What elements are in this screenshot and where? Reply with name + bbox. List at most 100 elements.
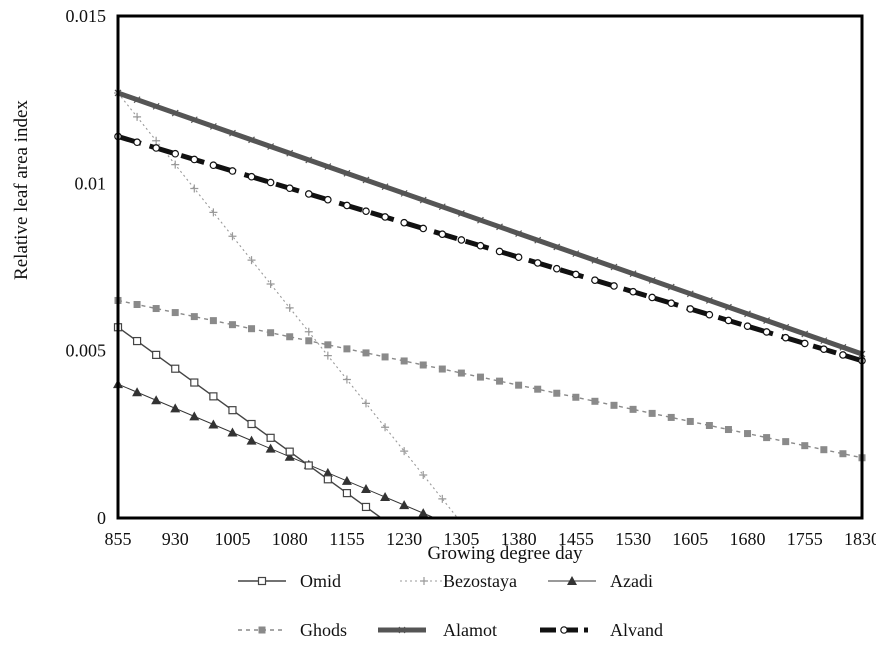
data-point-azadi — [227, 427, 238, 437]
data-point-azadi — [170, 403, 181, 413]
data-point-bezostaya — [438, 494, 447, 503]
data-point-ghods — [286, 333, 294, 341]
data-point-alvand — [247, 172, 256, 181]
data-point-bezostaya — [381, 423, 390, 432]
data-point-omid — [247, 419, 256, 429]
data-point-alamot — [553, 243, 561, 251]
data-point-ghods — [763, 434, 771, 442]
data-point-ghods — [400, 357, 408, 365]
legend-marker-ghods — [258, 626, 266, 634]
data-point-bezostaya — [266, 279, 275, 288]
data-point-alvand — [667, 299, 676, 308]
data-point-ghods — [228, 321, 236, 329]
data-point-alvand — [743, 322, 752, 331]
data-point-ghods — [457, 369, 465, 377]
series-azadi — [113, 379, 435, 519]
data-point-alvand — [686, 305, 695, 313]
data-point-alamot — [820, 337, 828, 345]
data-point-alvand — [610, 282, 618, 290]
data-point-ghods — [629, 405, 637, 413]
data-point-alamot — [782, 323, 790, 331]
data-point-azadi — [341, 475, 352, 485]
data-point-alvand — [648, 293, 656, 302]
legend-item-bezostaya: Bezostaya — [400, 571, 517, 591]
data-point-alvand — [228, 167, 237, 175]
data-point-omid — [323, 475, 332, 484]
legend-item-omid: Omid — [238, 571, 341, 591]
data-point-alamot — [763, 317, 771, 324]
data-point-alamot — [725, 303, 732, 311]
data-point-alamot — [477, 216, 484, 224]
data-point-bezostaya — [419, 471, 428, 480]
data-point-alamot — [801, 330, 809, 338]
data-point-alamot — [629, 270, 637, 278]
data-point-ghods — [820, 446, 828, 454]
data-point-alvand — [266, 178, 275, 187]
data-point-alamot — [648, 276, 656, 284]
data-point-azadi — [208, 419, 219, 429]
data-point-ghods — [515, 381, 523, 389]
data-point-bezostaya — [228, 232, 237, 241]
series-line-alvand — [117, 134, 863, 364]
y-tick-label: 0 — [97, 508, 106, 528]
data-point-ghods — [686, 417, 694, 425]
data-point-ghods — [190, 313, 198, 321]
data-point-alamot — [686, 290, 694, 298]
data-point-ghods — [343, 345, 351, 353]
data-point-alamot — [438, 203, 446, 211]
data-point-ghods — [305, 337, 313, 345]
data-point-alvand — [514, 253, 523, 262]
data-point-ghods — [476, 373, 484, 381]
series-bezostaya — [114, 88, 458, 519]
data-point-bezostaya — [171, 160, 180, 169]
legend-label-alamot: Alamot — [443, 620, 497, 640]
data-point-ghods — [496, 377, 504, 385]
y-tick-label: 0.015 — [66, 6, 107, 26]
data-point-ghods — [667, 413, 675, 421]
legend-marker-omid — [257, 576, 267, 586]
data-point-alamot — [610, 263, 618, 271]
data-point-alvand — [133, 138, 141, 147]
data-point-ghods — [171, 309, 179, 317]
data-point-bezostaya — [133, 112, 142, 121]
data-point-alamot — [591, 256, 599, 264]
data-point-ghods — [572, 393, 580, 401]
data-point-alamot — [705, 297, 713, 304]
data-point-omid — [209, 392, 218, 401]
data-point-ghods — [648, 409, 656, 417]
data-point-alamot — [667, 283, 675, 291]
data-point-ghods — [553, 389, 561, 397]
data-point-azadi — [151, 395, 162, 405]
data-point-alamot — [133, 96, 141, 104]
series-line-bezostaya — [117, 92, 458, 519]
data-point-alamot — [496, 223, 503, 231]
x-tick-label: 930 — [162, 529, 189, 549]
legend: Omid Bezostaya Azadi Ghods Alamot Alvand — [238, 571, 663, 640]
data-point-alamot — [419, 196, 427, 204]
data-point-alamot — [248, 136, 255, 144]
data-point-omid — [228, 406, 237, 415]
data-point-alvand — [629, 287, 637, 296]
data-point-bezostaya — [362, 399, 370, 408]
data-point-bezostaya — [152, 136, 161, 145]
data-point-alvand — [800, 339, 809, 348]
data-point-alamot — [744, 310, 751, 318]
data-point-ghods — [591, 397, 599, 405]
legend-label-alvand: Alvand — [610, 620, 663, 640]
data-point-ghods — [419, 361, 427, 369]
data-point-azadi — [322, 467, 333, 477]
data-point-alvand — [839, 351, 847, 359]
data-point-azadi — [265, 443, 276, 453]
data-point-alamot — [171, 109, 179, 117]
data-point-alamot — [209, 123, 217, 130]
x-tick-label: 855 — [105, 529, 132, 549]
data-point-omid — [342, 489, 352, 498]
data-point-alvand — [285, 184, 294, 193]
data-point-bezostaya — [285, 303, 294, 312]
data-point-alvand — [304, 190, 313, 198]
legend-marker-bezostaya — [420, 577, 428, 585]
data-point-alvand — [476, 241, 485, 250]
data-point-alvand — [362, 207, 370, 216]
data-point-azadi — [418, 508, 429, 518]
data-point-alvand — [190, 155, 199, 164]
